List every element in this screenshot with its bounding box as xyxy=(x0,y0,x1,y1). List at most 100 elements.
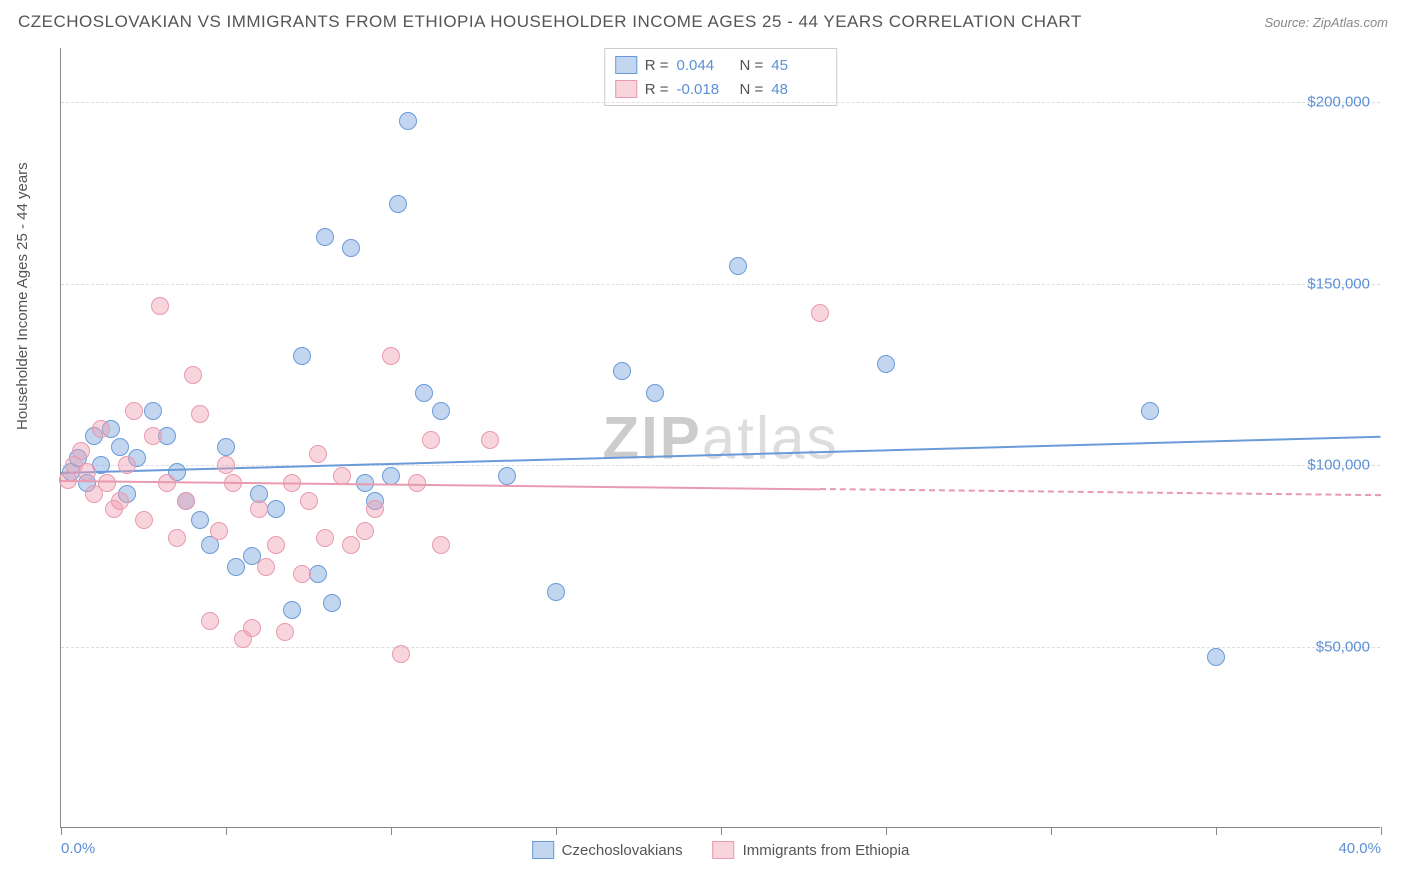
gridline xyxy=(61,102,1380,103)
r-value-1: 0.044 xyxy=(677,57,732,74)
scatter-point xyxy=(432,536,450,554)
scatter-point xyxy=(111,492,129,510)
gridline xyxy=(61,284,1380,285)
scatter-point xyxy=(267,500,285,518)
y-tick-label: $200,000 xyxy=(1307,94,1370,111)
legend-row-series-2: R = -0.018 N = 48 xyxy=(615,77,827,101)
scatter-point xyxy=(227,558,245,576)
y-tick-label: $100,000 xyxy=(1307,457,1370,474)
scatter-point xyxy=(217,456,235,474)
y-tick-label: $50,000 xyxy=(1316,638,1370,655)
scatter-point xyxy=(389,195,407,213)
gridline xyxy=(61,647,1380,648)
scatter-point xyxy=(250,500,268,518)
scatter-point xyxy=(316,228,334,246)
scatter-point xyxy=(729,257,747,275)
scatter-point xyxy=(323,594,341,612)
chart-title: CZECHOSLOVAKIAN VS IMMIGRANTS FROM ETHIO… xyxy=(18,12,1082,32)
legend-item-2: Immigrants from Ethiopia xyxy=(713,841,910,859)
x-tick xyxy=(226,827,227,835)
scatter-point xyxy=(342,536,360,554)
scatter-point xyxy=(432,402,450,420)
trend-line xyxy=(820,488,1381,496)
x-tick xyxy=(61,827,62,835)
swatch-series-1 xyxy=(532,841,554,859)
scatter-point xyxy=(201,612,219,630)
scatter-point xyxy=(1207,648,1225,666)
scatter-point xyxy=(293,347,311,365)
scatter-point xyxy=(415,384,433,402)
series-legend: Czechoslovakians Immigrants from Ethiopi… xyxy=(532,841,910,859)
scatter-point xyxy=(78,463,96,481)
r-value-2: -0.018 xyxy=(677,81,732,98)
legend-item-1: Czechoslovakians xyxy=(532,841,683,859)
scatter-point xyxy=(392,645,410,663)
scatter-point xyxy=(92,420,110,438)
scatter-point xyxy=(135,511,153,529)
scatter-point xyxy=(293,565,311,583)
scatter-point xyxy=(184,366,202,384)
scatter-point xyxy=(257,558,275,576)
y-axis-label: Householder Income Ages 25 - 44 years xyxy=(14,162,31,430)
x-tick xyxy=(391,827,392,835)
x-tick xyxy=(721,827,722,835)
scatter-point xyxy=(366,500,384,518)
scatter-point xyxy=(422,431,440,449)
scatter-point xyxy=(98,474,116,492)
scatter-point xyxy=(210,522,228,540)
x-tick xyxy=(886,827,887,835)
scatter-point xyxy=(276,623,294,641)
correlation-legend: R = 0.044 N = 45 R = -0.018 N = 48 xyxy=(604,48,838,106)
x-tick xyxy=(556,827,557,835)
trend-line xyxy=(61,436,1381,474)
scatter-point xyxy=(342,239,360,257)
legend-label-2: Immigrants from Ethiopia xyxy=(743,842,910,859)
scatter-point xyxy=(316,529,334,547)
scatter-point xyxy=(646,384,664,402)
scatter-point xyxy=(811,304,829,322)
scatter-point xyxy=(72,442,90,460)
scatter-point xyxy=(877,355,895,373)
scatter-point xyxy=(382,467,400,485)
swatch-series-2 xyxy=(615,80,637,98)
source-label: Source: ZipAtlas.com xyxy=(1264,15,1388,30)
scatter-point xyxy=(191,511,209,529)
scatter-point xyxy=(168,529,186,547)
swatch-series-2 xyxy=(713,841,735,859)
scatter-point xyxy=(151,297,169,315)
scatter-point xyxy=(267,536,285,554)
scatter-point xyxy=(243,619,261,637)
scatter-point xyxy=(144,402,162,420)
legend-row-series-1: R = 0.044 N = 45 xyxy=(615,53,827,77)
scatter-point xyxy=(125,402,143,420)
scatter-point xyxy=(309,445,327,463)
watermark: ZIPatlas xyxy=(602,403,838,472)
scatter-point xyxy=(177,492,195,510)
scatter-point xyxy=(399,112,417,130)
x-tick-label: 0.0% xyxy=(61,840,95,857)
scatter-point xyxy=(1141,402,1159,420)
legend-label-1: Czechoslovakians xyxy=(562,842,683,859)
scatter-point xyxy=(191,405,209,423)
scatter-point xyxy=(283,601,301,619)
scatter-point xyxy=(118,456,136,474)
scatter-point xyxy=(158,474,176,492)
scatter-point xyxy=(111,438,129,456)
x-tick-label: 40.0% xyxy=(1338,840,1381,857)
x-tick xyxy=(1216,827,1217,835)
swatch-series-1 xyxy=(615,56,637,74)
n-value-1: 45 xyxy=(771,57,826,74)
scatter-point xyxy=(300,492,318,510)
n-value-2: 48 xyxy=(771,81,826,98)
scatter-point xyxy=(498,467,516,485)
scatter-point xyxy=(382,347,400,365)
scatter-point xyxy=(613,362,631,380)
scatter-point xyxy=(356,522,374,540)
scatter-plot: ZIPatlas R = 0.044 N = 45 R = -0.018 N =… xyxy=(60,48,1380,828)
scatter-point xyxy=(547,583,565,601)
scatter-point xyxy=(481,431,499,449)
x-tick xyxy=(1051,827,1052,835)
scatter-point xyxy=(309,565,327,583)
x-tick xyxy=(1381,827,1382,835)
y-tick-label: $150,000 xyxy=(1307,275,1370,292)
